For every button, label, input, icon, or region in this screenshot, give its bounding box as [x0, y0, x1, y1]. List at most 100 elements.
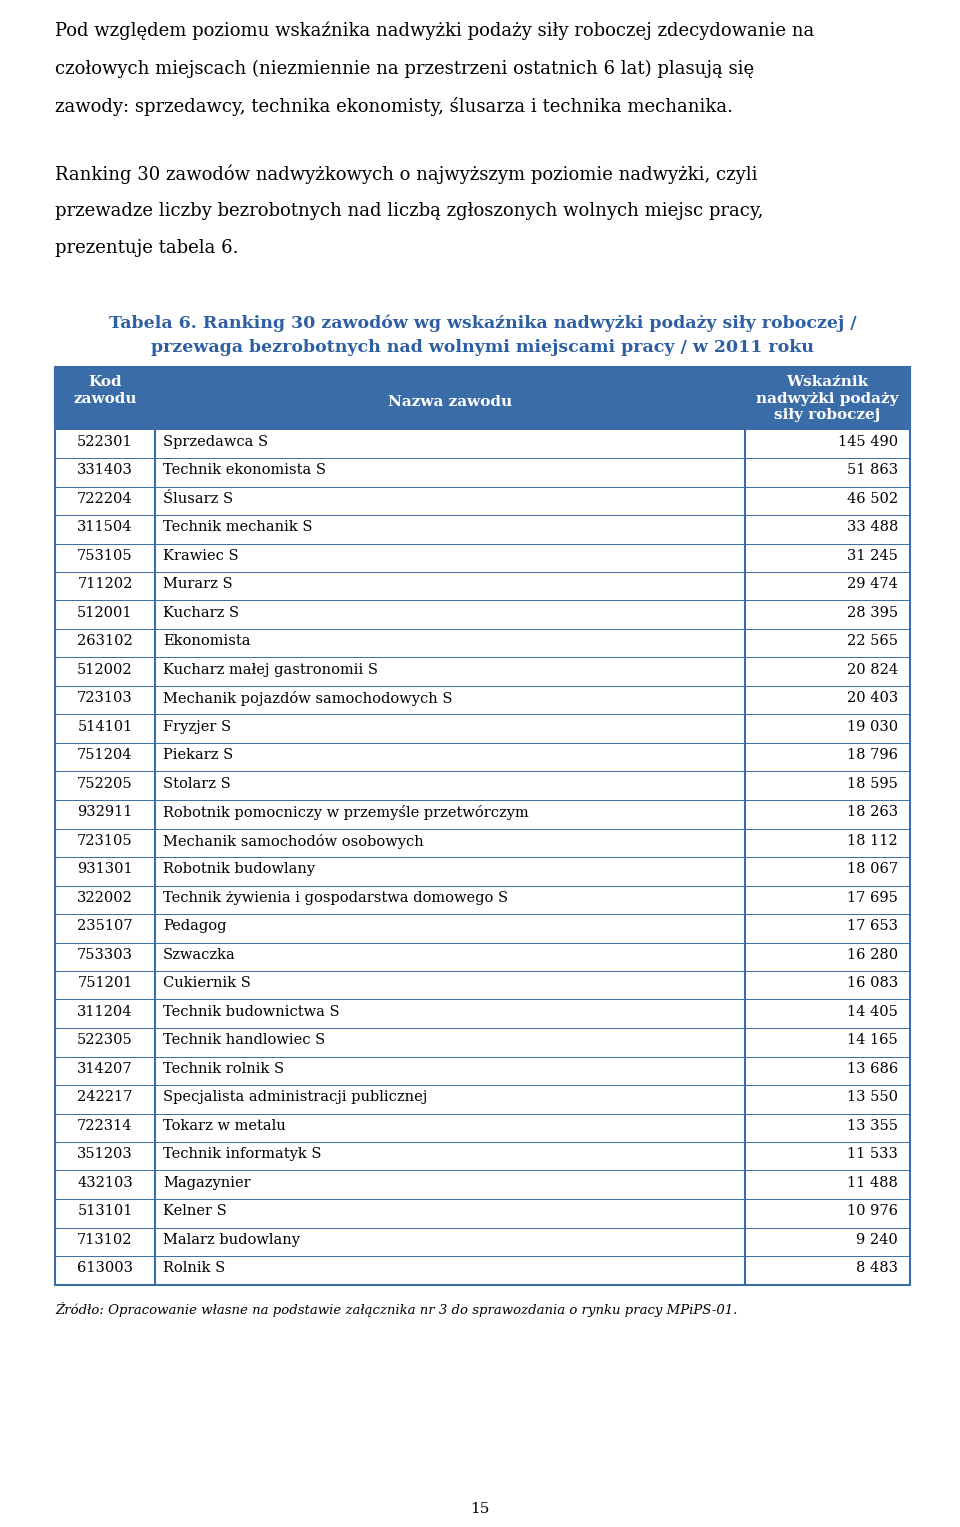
Text: 17 695: 17 695: [847, 890, 898, 904]
Text: 351203: 351203: [77, 1147, 132, 1161]
Bar: [55, 368, 910, 1284]
Text: 331403: 331403: [77, 463, 132, 476]
Text: Specjalista administracji publicznej: Specjalista administracji publicznej: [163, 1090, 427, 1104]
Text: 18 595: 18 595: [847, 777, 898, 791]
Text: Fryzjer S: Fryzjer S: [163, 719, 231, 733]
Text: 13 550: 13 550: [847, 1090, 898, 1104]
Text: zawody: sprzedawcy, technika ekonomisty, ślusarza i technika mechanika.: zawody: sprzedawcy, technika ekonomisty,…: [55, 98, 733, 116]
Text: 9 240: 9 240: [856, 1232, 898, 1246]
Text: 18 112: 18 112: [848, 834, 898, 847]
Text: 8 483: 8 483: [856, 1261, 898, 1275]
Text: 613003: 613003: [77, 1261, 133, 1275]
Text: 31 245: 31 245: [847, 548, 898, 562]
Text: 722314: 722314: [77, 1119, 132, 1133]
Bar: [55, 368, 910, 429]
Text: Szwaczka: Szwaczka: [163, 948, 236, 962]
Text: Krawiec S: Krawiec S: [163, 548, 239, 562]
Text: 512002: 512002: [77, 663, 132, 676]
Text: 18 263: 18 263: [847, 805, 898, 818]
Text: 311204: 311204: [77, 1005, 132, 1019]
Text: Tabela 6. Ranking 30 zawodów wg wskaźnika nadwyżki podaży siły roboczej /: Tabela 6. Ranking 30 zawodów wg wskaźnik…: [108, 315, 856, 333]
Text: 28 395: 28 395: [847, 606, 898, 620]
Text: Kod
zawodu: Kod zawodu: [73, 376, 136, 406]
Text: Źródło: Opracowanie własne na podstawie załącznika nr 3 do sprawozdania o rynku : Źródło: Opracowanie własne na podstawie …: [55, 1303, 737, 1318]
Text: Robotnik pomocniczy w przemyśle przetwórczym: Robotnik pomocniczy w przemyśle przetwór…: [163, 805, 529, 820]
Text: 18 067: 18 067: [847, 863, 898, 876]
Bar: [55, 368, 910, 429]
Text: 713102: 713102: [77, 1232, 132, 1246]
Text: Magazynier: Magazynier: [163, 1176, 251, 1190]
Text: Piekarz S: Piekarz S: [163, 748, 233, 762]
Text: 242217: 242217: [78, 1090, 132, 1104]
Text: Ekonomista: Ekonomista: [163, 634, 251, 647]
Text: 46 502: 46 502: [847, 492, 898, 505]
Text: 11 533: 11 533: [847, 1147, 898, 1161]
Text: Pod względem poziomu wskaźnika nadwyżki podaży siły roboczej zdecydowanie na: Pod względem poziomu wskaźnika nadwyżki …: [55, 21, 814, 41]
Text: 322002: 322002: [77, 890, 132, 904]
Text: Rolnik S: Rolnik S: [163, 1261, 226, 1275]
Text: 51 863: 51 863: [847, 463, 898, 476]
Text: Kelner S: Kelner S: [163, 1205, 227, 1219]
Text: Tokarz w metalu: Tokarz w metalu: [163, 1119, 286, 1133]
Text: 14 405: 14 405: [847, 1005, 898, 1019]
Text: 432103: 432103: [77, 1176, 132, 1190]
Text: 22 565: 22 565: [847, 634, 898, 647]
Text: 752205: 752205: [77, 777, 132, 791]
Text: Technik rolnik S: Technik rolnik S: [163, 1061, 284, 1075]
Text: 235107: 235107: [77, 919, 132, 933]
Text: Murarz S: Murarz S: [163, 577, 232, 591]
Text: 311504: 311504: [77, 521, 132, 534]
Text: Nazwa zawodu: Nazwa zawodu: [388, 395, 512, 409]
Text: Wskaźnik
nadwyżki podaży
siły roboczej: Wskaźnik nadwyżki podaży siły roboczej: [756, 376, 899, 421]
Text: 11 488: 11 488: [847, 1176, 898, 1190]
Text: czołowych miejscach (niezmiennie na przestrzeni ostatnich 6 lat) plasują się: czołowych miejscach (niezmiennie na prze…: [55, 60, 755, 78]
Text: Technik mechanik S: Technik mechanik S: [163, 521, 313, 534]
Text: 20 403: 20 403: [847, 692, 898, 705]
Text: 513101: 513101: [78, 1205, 132, 1219]
Text: 522305: 522305: [77, 1034, 132, 1048]
Text: 753105: 753105: [77, 548, 132, 562]
Text: Pedagog: Pedagog: [163, 919, 227, 933]
Text: 263102: 263102: [77, 634, 132, 647]
Text: 13 355: 13 355: [847, 1119, 898, 1133]
Text: 16 083: 16 083: [847, 976, 898, 989]
Text: 723105: 723105: [77, 834, 132, 847]
Text: Kucharz małej gastronomii S: Kucharz małej gastronomii S: [163, 663, 378, 676]
Text: 723103: 723103: [77, 692, 132, 705]
Text: Robotnik budowlany: Robotnik budowlany: [163, 863, 315, 876]
Text: 751201: 751201: [78, 976, 132, 989]
Text: przewaga bezrobotnych nad wolnymi miejscami pracy / w 2011 roku: przewaga bezrobotnych nad wolnymi miejsc…: [151, 339, 814, 356]
Text: 711202: 711202: [78, 577, 132, 591]
Text: 314207: 314207: [77, 1061, 132, 1075]
Text: 14 165: 14 165: [848, 1034, 898, 1048]
Text: 19 030: 19 030: [847, 719, 898, 733]
Text: Technik żywienia i gospodarstwa domowego S: Technik żywienia i gospodarstwa domowego…: [163, 890, 508, 904]
Text: Kucharz S: Kucharz S: [163, 606, 239, 620]
Text: Technik ekonomista S: Technik ekonomista S: [163, 463, 326, 476]
Text: 932911: 932911: [78, 805, 132, 818]
Text: 145 490: 145 490: [838, 435, 898, 449]
Text: Technik handlowiec S: Technik handlowiec S: [163, 1034, 325, 1048]
Text: 722204: 722204: [77, 492, 132, 505]
Text: 16 280: 16 280: [847, 948, 898, 962]
Text: Technik informatyk S: Technik informatyk S: [163, 1147, 322, 1161]
Text: 20 824: 20 824: [847, 663, 898, 676]
Text: Ślusarz S: Ślusarz S: [163, 492, 233, 505]
Text: Malarz budowlany: Malarz budowlany: [163, 1232, 300, 1246]
Text: 17 653: 17 653: [847, 919, 898, 933]
Text: 753303: 753303: [77, 948, 133, 962]
Text: 33 488: 33 488: [847, 521, 898, 534]
Text: 514101: 514101: [78, 719, 132, 733]
Text: 931301: 931301: [77, 863, 132, 876]
Text: przewadze liczby bezrobotnych nad liczbą zgłoszonych wolnych miejsc pracy,: przewadze liczby bezrobotnych nad liczbą…: [55, 202, 763, 220]
Text: 15: 15: [470, 1503, 490, 1516]
Text: 13 686: 13 686: [847, 1061, 898, 1075]
Text: 522301: 522301: [77, 435, 132, 449]
Text: Stolarz S: Stolarz S: [163, 777, 230, 791]
Text: 18 796: 18 796: [847, 748, 898, 762]
Text: Sprzedawca S: Sprzedawca S: [163, 435, 268, 449]
Text: 751204: 751204: [77, 748, 132, 762]
Text: 512001: 512001: [77, 606, 132, 620]
Text: Technik budownictwa S: Technik budownictwa S: [163, 1005, 340, 1019]
Text: Mechanik samochodów osobowych: Mechanik samochodów osobowych: [163, 834, 423, 849]
